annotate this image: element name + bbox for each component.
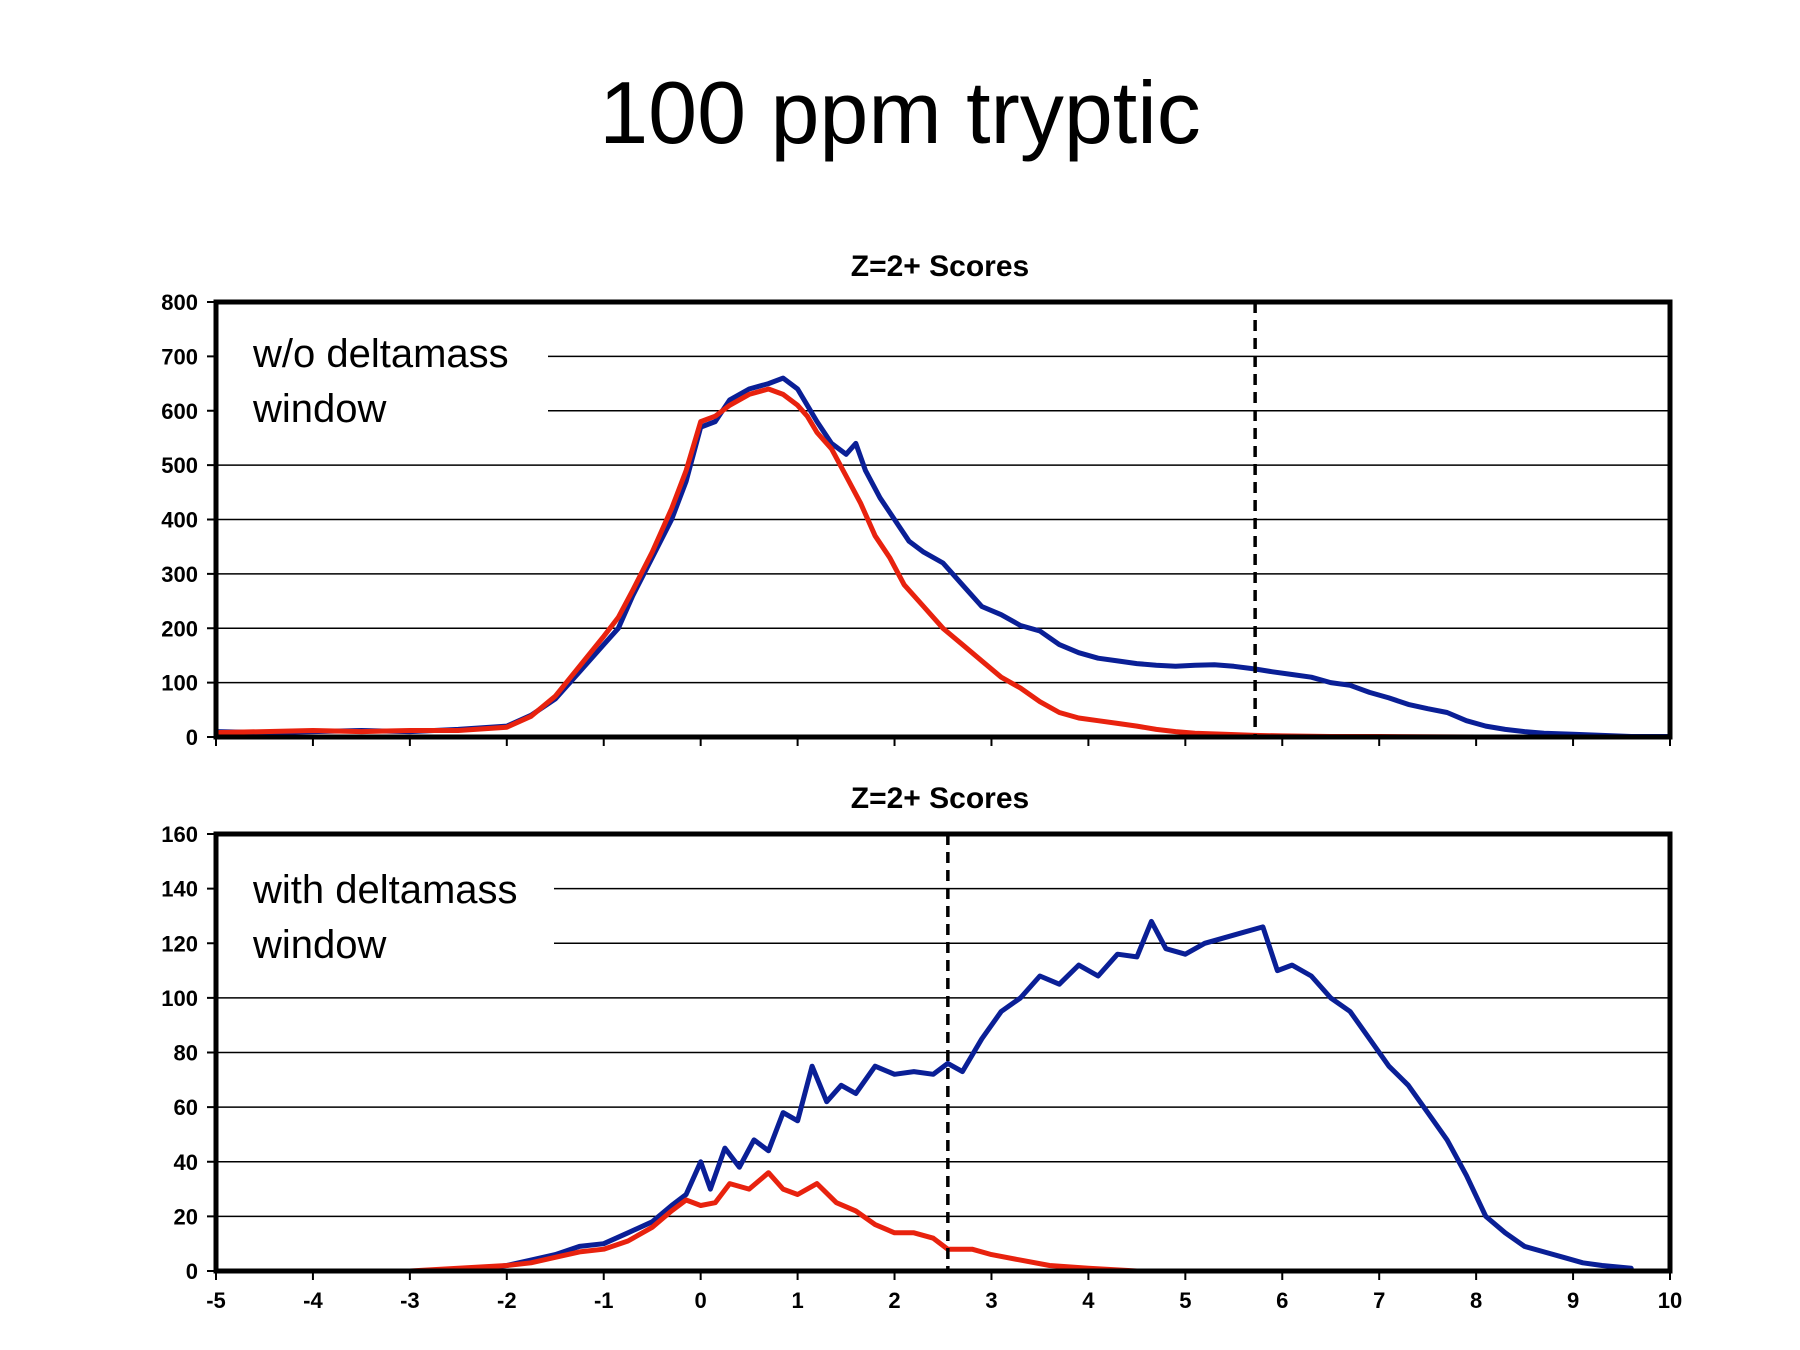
y-tick-label: 200 — [161, 616, 198, 641]
chart-title: Z=2+ Scores — [851, 250, 1029, 283]
y-tick-label: 100 — [161, 986, 198, 1011]
annotation-text: w/o deltamass — [252, 332, 509, 376]
series-line-blue — [213, 918, 1634, 1274]
y-tick-label: 60 — [174, 1095, 198, 1120]
annotation-text: window — [252, 923, 387, 967]
annotation-text: window — [252, 387, 387, 431]
plot-frame — [213, 299, 1673, 740]
plot-frame — [213, 831, 1673, 1274]
y-tick-label: 160 — [161, 822, 198, 847]
x-tick-label: 10 — [1658, 1288, 1682, 1313]
page-title: 100 ppm tryptic — [599, 63, 1201, 162]
x-tick-label: -3 — [400, 1288, 420, 1313]
y-tick-label: 700 — [161, 344, 198, 369]
y-tick-label: 300 — [161, 562, 198, 587]
y-tick-label: 140 — [161, 877, 198, 902]
x-tick-label: -5 — [206, 1288, 226, 1313]
series-line-red — [213, 386, 1673, 740]
x-tick-label: 9 — [1567, 1288, 1579, 1313]
y-tick-label: 80 — [174, 1041, 198, 1066]
y-tick-label: 0 — [186, 725, 198, 750]
x-tick-label: 8 — [1470, 1288, 1482, 1313]
annotation-text: with deltamass — [252, 868, 518, 912]
y-tick-label: 100 — [161, 671, 198, 696]
y-tick-label: 20 — [174, 1204, 198, 1229]
x-tick-label: 4 — [1082, 1288, 1095, 1313]
y-tick-label: 0 — [186, 1259, 198, 1284]
chart-title: Z=2+ Scores — [851, 782, 1029, 815]
y-tick-label: 800 — [161, 290, 198, 315]
chart-top: Z=2+ Scores 0 100 200 300 400 500 600 700 800 w/o … — [161, 250, 1673, 750]
y-tick-label: 120 — [161, 931, 198, 956]
x-tick-label: 3 — [985, 1288, 997, 1313]
y-tick-label: 500 — [161, 453, 198, 478]
series-line-blue — [213, 375, 1673, 739]
series-line-red — [213, 1170, 1673, 1274]
x-tick-label: -1 — [594, 1288, 614, 1313]
x-tick-label: -4 — [303, 1288, 323, 1313]
y-tick-label: 400 — [161, 508, 198, 533]
x-tick-label: 5 — [1179, 1288, 1191, 1313]
x-tick-label: 7 — [1373, 1288, 1385, 1313]
x-tick-label: 0 — [695, 1288, 707, 1313]
x-tick-label: 6 — [1276, 1288, 1288, 1313]
x-tick-label: 2 — [888, 1288, 900, 1313]
x-tick-label: 1 — [791, 1288, 803, 1313]
y-tick-label: 40 — [174, 1150, 198, 1175]
x-tick-label: -2 — [497, 1288, 517, 1313]
y-tick-label: 600 — [161, 399, 198, 424]
